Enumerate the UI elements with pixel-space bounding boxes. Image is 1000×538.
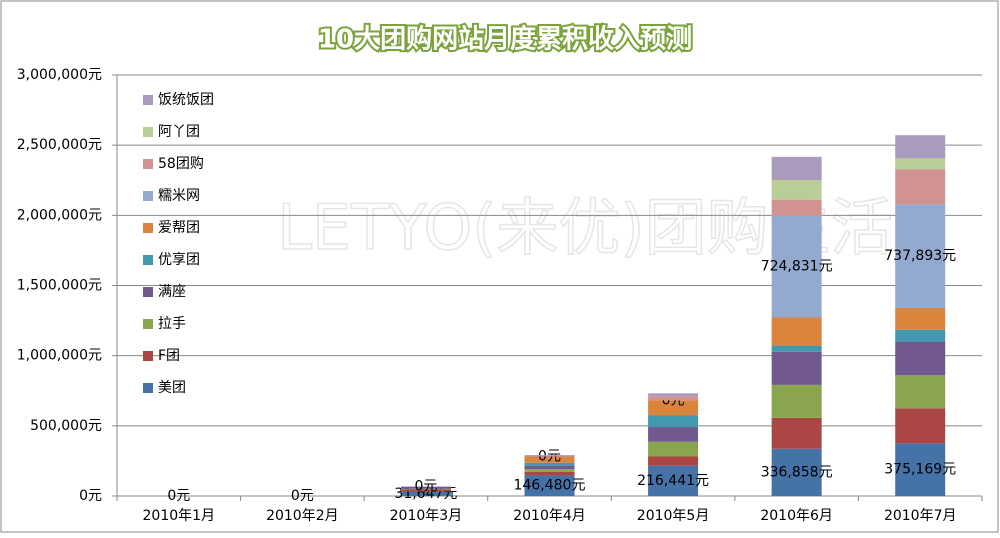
y-tick-label: 2,000,000元: [17, 207, 102, 223]
bar-segment: [648, 400, 699, 416]
x-tick-label: 2010年1月: [143, 508, 216, 524]
legend-label: 拉手: [158, 316, 186, 332]
bar-segment: [648, 441, 699, 457]
legend-swatch: [143, 319, 153, 329]
bar-segment: [648, 415, 699, 428]
legend-swatch: [143, 127, 153, 137]
bar-segment: [771, 199, 822, 216]
bar-segment: [895, 375, 946, 409]
bar-segment: [895, 408, 946, 444]
legend-label: 美团: [158, 380, 186, 396]
x-tick-label: 2010年3月: [390, 508, 463, 524]
bar-segment: [771, 384, 822, 418]
bar-segment: [895, 135, 946, 159]
legend-swatch: [143, 287, 153, 297]
data-label: 216,441元: [637, 473, 709, 489]
bar-segment: [895, 158, 946, 170]
bar-segment: [771, 351, 822, 385]
bar-segment: [524, 455, 575, 457]
x-tick-label: 2010年4月: [513, 508, 586, 524]
bar-segment: [524, 465, 575, 470]
y-tick-label: 0元: [79, 488, 102, 504]
y-tick-label: 1,500,000元: [17, 278, 102, 294]
bar-segment: [524, 475, 575, 496]
legend-label: 满座: [158, 284, 186, 300]
bar-segment: [648, 396, 699, 401]
chart-title: 10大团购网站月度累积收入预测: [318, 24, 692, 55]
bar-segment: [895, 341, 946, 376]
x-tick-label: 2010年2月: [266, 508, 339, 524]
legend-swatch: [143, 95, 153, 105]
legend-label: 爱帮团: [158, 220, 200, 236]
data-label: 737,893元: [884, 248, 956, 264]
bar-segment: [648, 427, 699, 442]
bar-segment: [895, 204, 946, 308]
bar-segment: [771, 417, 822, 449]
bar-segment: [648, 393, 699, 397]
data-label: 375,169元: [884, 462, 956, 478]
legend-swatch: [143, 383, 153, 393]
legend-swatch: [143, 351, 153, 361]
x-tick-label: 2010年5月: [637, 508, 710, 524]
data-label: 146,480元: [514, 478, 586, 494]
legend-label: F团: [158, 348, 180, 364]
legend-label: 饭统饭团: [158, 92, 214, 108]
bar-segment: [400, 488, 451, 490]
y-tick-label: 1,000,000元: [17, 348, 102, 364]
bar-segment: [895, 329, 946, 342]
bar-segment: [895, 443, 946, 496]
data-label: 724,831元: [761, 259, 833, 275]
bar-segment: [648, 456, 699, 466]
legend-swatch: [143, 255, 153, 265]
legend-swatch: [143, 223, 153, 233]
bar-segment: [400, 489, 451, 492]
bar-segment: [771, 215, 822, 318]
y-tick-label: 2,500,000元: [17, 137, 102, 153]
data-label: 0元: [414, 479, 437, 495]
legend-label: 阿丫团: [158, 124, 200, 140]
legend-label: 优享团: [158, 251, 200, 268]
bar-segment: [771, 345, 822, 352]
bar-segment: [524, 469, 575, 472]
x-tick-label: 2010年6月: [760, 508, 833, 524]
bar-segment: [771, 448, 822, 496]
bar-segment: [895, 307, 946, 330]
bar-segment: [771, 180, 822, 200]
data-label: 0元: [167, 488, 190, 504]
bar-segment: [771, 156, 822, 181]
legend-swatch: [143, 191, 153, 201]
x-tick-label: 2010年7月: [884, 508, 957, 524]
legend-label: 58团购: [158, 156, 204, 172]
bar-segment: [524, 456, 575, 463]
data-label: 336,858元: [761, 464, 833, 480]
bar-segment: [895, 169, 946, 205]
bar-segment: [771, 317, 822, 346]
bar-segment: [400, 491, 451, 496]
bar-segment: [400, 486, 451, 489]
bar-segment: [648, 465, 699, 496]
y-tick-label: 3,000,000元: [17, 67, 102, 83]
y-tick-label: 500,000元: [30, 418, 102, 434]
bar-segment: [524, 471, 575, 476]
bar-segment: [524, 462, 575, 466]
data-label: 0元: [291, 488, 314, 504]
legend-label: 糯米网: [158, 188, 200, 204]
legend-swatch: [143, 159, 153, 169]
